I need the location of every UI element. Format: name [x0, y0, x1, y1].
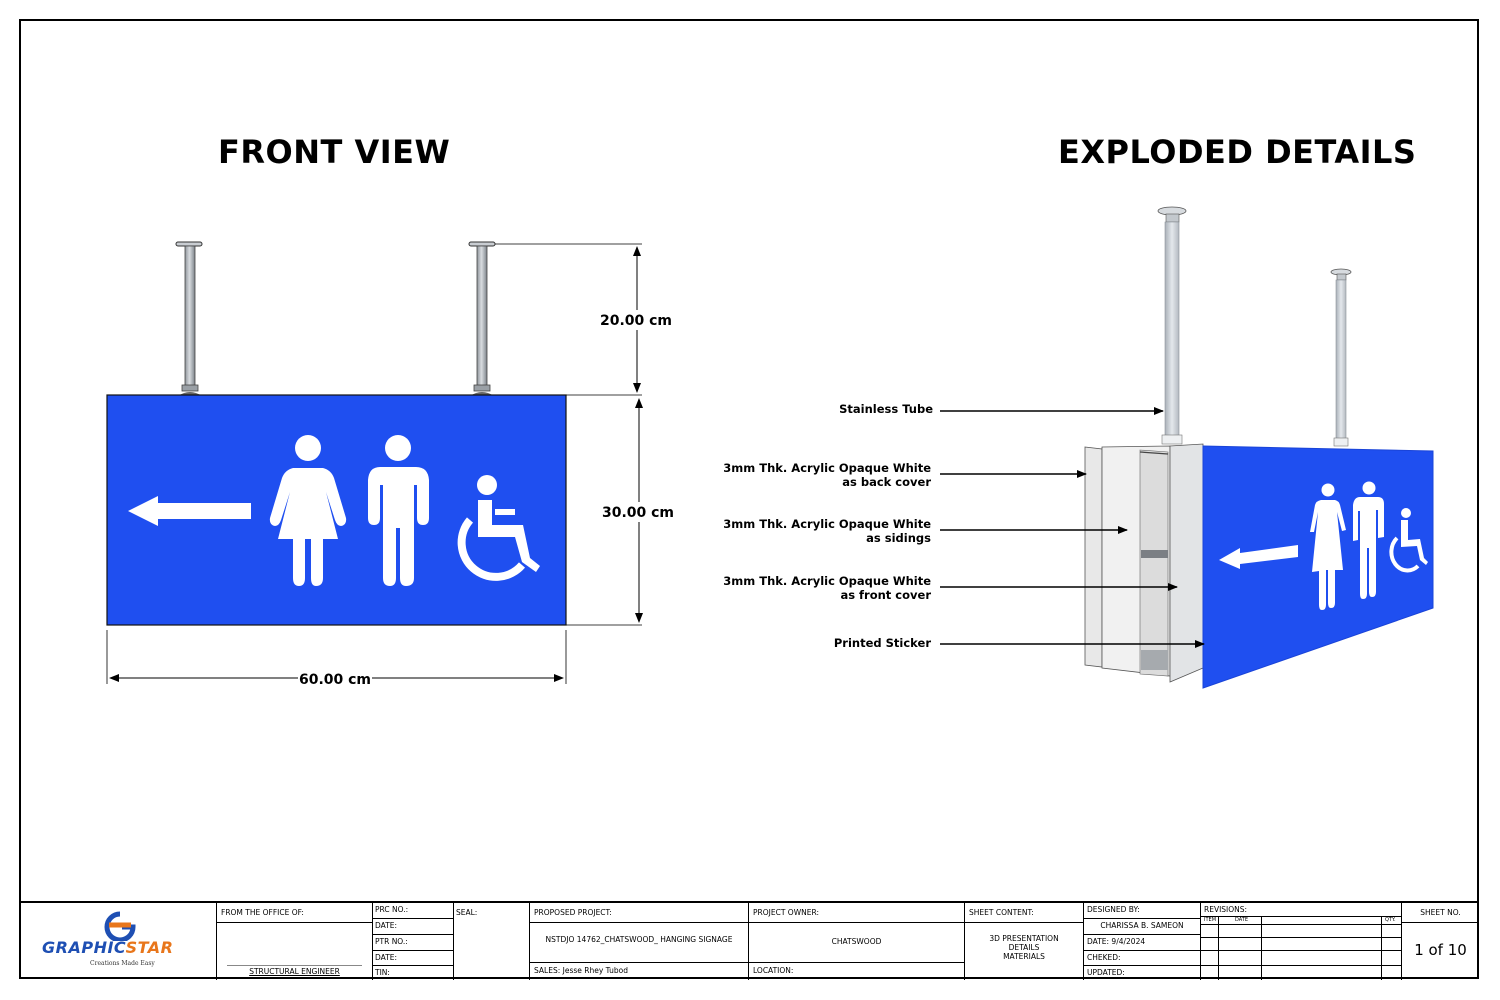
proposed-project-cell: PROPOSED PROJECT: NSTDJO 14762_CHATSWOOD… — [529, 903, 748, 980]
front-pipe-left — [175, 241, 203, 396]
front-view: 20.00 cm 30.00 cm 60.00 cm — [106, 241, 674, 688]
exploded-wheelchair-icon — [1389, 508, 1428, 573]
date1-label: DATE: — [375, 921, 398, 930]
dimension-label-panel-width: 60.00 cm — [299, 672, 371, 688]
callout-front-cover: 3mm Thk. Acrylic Opaque White as front co… — [723, 574, 931, 602]
exploded-front-cover — [1169, 443, 1204, 683]
sheet-content-cell: SHEET CONTENT: 3D PRESENTATION DETAILS M… — [964, 903, 1083, 980]
title-block: GRAPHICSTAR Creations Made Easy FROM THE… — [20, 901, 1479, 980]
dimension-pipe-height — [495, 243, 672, 396]
callout-back-cover: 3mm Thk. Acrylic Opaque White as back cov… — [723, 461, 931, 489]
rev-qty-header: QTY. — [1385, 917, 1396, 923]
updated-label: UPDATED: — [1087, 968, 1125, 977]
exploded-pipe-front — [1157, 206, 1187, 445]
callout-stainless-tube: Stainless Tube — [839, 402, 933, 416]
rev-item-header: ITEM — [1204, 917, 1217, 923]
logo-wordmark: GRAPHICSTAR — [42, 938, 174, 957]
tin-label: TIN: — [375, 968, 390, 977]
front-view-title: FRONT VIEW — [218, 133, 451, 171]
date-value: DATE: 9/4/2024 — [1087, 937, 1146, 946]
license-cell: PRC NO.: DATE: PTR NO.: DATE: TIN: — [372, 903, 453, 980]
sheet-content-value: 3D PRESENTATION DETAILS MATERIALS — [989, 934, 1059, 961]
prc-no-label: PRC NO.: — [375, 905, 409, 914]
callout-arrows — [940, 407, 1205, 648]
rev-date-header: DATE — [1235, 917, 1249, 923]
exploded-pipe-back — [1330, 268, 1352, 447]
callout-printed-sticker: Printed Sticker — [833, 636, 931, 650]
wheelchair-icon — [457, 475, 540, 581]
designed-by-cell: DESIGNED BY: CHARISSA B. SAMEON DATE: 9/… — [1083, 903, 1200, 980]
dimension-panel-height — [566, 398, 674, 626]
project-owner-label: PROJECT OWNER: — [753, 908, 819, 917]
exploded-view — [940, 206, 1434, 689]
exploded-arrow-left-icon — [1219, 545, 1298, 569]
exploded-back-cover — [1084, 446, 1103, 668]
project-owner-value: CHATSWOOD — [831, 937, 882, 946]
proposed-project-label: PROPOSED PROJECT: — [534, 908, 612, 917]
seal-cell: SEAL: — [453, 903, 529, 980]
exploded-sidings — [1101, 445, 1171, 677]
dimension-label-pipe-height: 20.00 cm — [600, 313, 672, 329]
proposed-project-value: NSTDJO 14762_CHATSWOOD_ HANGING SIGNAGE — [545, 935, 733, 944]
ptr-no-label: PTR NO.: — [375, 937, 408, 946]
sheet-content-label: SHEET CONTENT: — [969, 908, 1034, 917]
location-label: LOCATION: — [753, 966, 794, 975]
designed-by-value: CHARISSA B. SAMEON — [1100, 921, 1184, 930]
female-person-icon — [269, 435, 347, 586]
seal-label: SEAL: — [456, 908, 478, 917]
sheet-no-label: SHEET NO. — [1420, 908, 1461, 917]
dimension-label-panel-height: 30.00 cm — [602, 505, 674, 521]
arrow-left-icon — [128, 496, 251, 526]
revisions-cell: REVISIONS: ITEM DATE QTY. — [1200, 903, 1401, 980]
checked-label: CHEKED: — [1087, 953, 1121, 962]
callout-sidings: 3mm Thk. Acrylic Opaque White as sidings — [723, 517, 931, 545]
dimension-panel-width — [106, 630, 567, 687]
male-person-icon — [368, 435, 429, 586]
structural-engineer-label: STRUCTURAL ENGINEER — [249, 967, 340, 976]
date2-label: DATE: — [375, 953, 398, 962]
sheet-no-cell: SHEET NO. 1 of 10 — [1401, 903, 1479, 980]
logo-cell: GRAPHICSTAR Creations Made Easy — [20, 903, 216, 980]
logo-tagline: Creations Made Easy — [90, 960, 155, 967]
sales-label: SALES: Jesse Rhey Tubod — [534, 966, 628, 975]
front-pipe-right — [468, 241, 496, 396]
from-office-cell: FROM THE OFFICE OF: STRUCTURAL ENGINEER — [216, 903, 372, 980]
project-owner-cell: PROJECT OWNER: CHATSWOOD LOCATION: — [748, 903, 964, 980]
graphicstar-logo-icon — [104, 911, 136, 941]
revisions-label: REVISIONS: — [1204, 905, 1248, 914]
exploded-female-icon — [1310, 483, 1346, 610]
sheet-no-value: 1 of 10 — [1414, 941, 1467, 959]
designed-by-label: DESIGNED BY: — [1087, 905, 1140, 914]
exploded-male-icon — [1353, 481, 1384, 599]
from-office-label: FROM THE OFFICE OF: — [221, 908, 304, 917]
exploded-details-title: EXPLODED DETAILS — [1058, 133, 1417, 171]
drawing-frame — [19, 19, 1479, 979]
